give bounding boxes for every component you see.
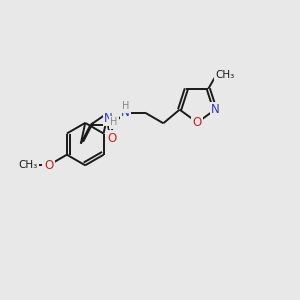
Text: H: H	[122, 101, 129, 111]
Text: CH₃: CH₃	[215, 70, 234, 80]
Text: H: H	[110, 117, 117, 127]
Text: CH₃: CH₃	[19, 160, 38, 170]
Text: O: O	[193, 116, 202, 129]
Text: O: O	[44, 159, 53, 172]
Text: O: O	[107, 132, 117, 145]
Text: N: N	[121, 106, 130, 118]
Text: N: N	[104, 112, 113, 124]
Text: N: N	[211, 103, 220, 116]
